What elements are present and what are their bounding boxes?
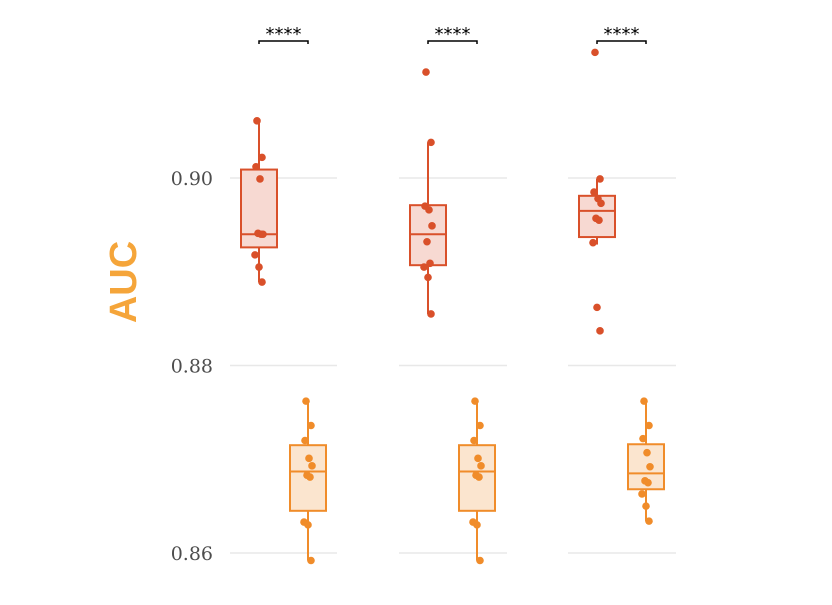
data-point: [256, 175, 264, 183]
box-group-2-a: [409, 68, 447, 318]
data-point: [474, 454, 482, 463]
significance-label: ****: [604, 24, 640, 45]
data-point: [306, 473, 314, 481]
data-point: [595, 216, 603, 224]
data-point: [428, 222, 436, 230]
data-point: [420, 263, 428, 271]
significance-bracket-1: ****: [258, 24, 309, 45]
bracket-line: [596, 40, 647, 44]
box-group-3-a: [578, 48, 616, 335]
significance-label: ****: [435, 24, 471, 45]
data-point: [473, 521, 481, 529]
y-tick-labels: 0.86 0.88 0.90: [171, 168, 213, 565]
data-point: [255, 263, 263, 271]
data-point: [251, 251, 259, 259]
data-point: [424, 273, 432, 282]
data-point: [597, 199, 605, 208]
data-point: [644, 478, 652, 487]
data-point: [253, 117, 261, 125]
data-point: [304, 521, 312, 529]
bracket-line: [258, 40, 309, 44]
data-point: [470, 436, 478, 445]
data-point: [590, 188, 598, 196]
significance-bracket-3: ****: [596, 24, 647, 45]
data-point: [643, 448, 651, 457]
data-point: [645, 517, 653, 525]
data-point: [258, 278, 266, 286]
bracket-line: [427, 40, 478, 44]
data-point: [252, 162, 260, 171]
box-group-2-b: [458, 397, 496, 565]
data-point: [640, 397, 648, 405]
data-point: [596, 175, 604, 183]
data-point: [475, 473, 483, 481]
data-point: [427, 138, 435, 147]
significance-label: ****: [266, 24, 302, 45]
data-point: [476, 556, 484, 565]
data-point: [645, 421, 653, 430]
significance-layer: **** **** ****: [258, 24, 647, 45]
data-point: [258, 153, 266, 162]
data-point: [257, 230, 265, 239]
data-point: [308, 462, 316, 470]
significance-bracket-2: ****: [427, 24, 478, 45]
data-point: [427, 310, 435, 318]
data-point: [425, 206, 433, 214]
data-point: [422, 68, 430, 76]
data-point: [646, 462, 654, 471]
data-point: [307, 556, 315, 565]
data-point: [471, 397, 479, 405]
box-group-1-b: [289, 397, 327, 565]
data-point: [426, 259, 434, 268]
box-group-3-b: [627, 397, 665, 525]
data-point: [639, 434, 647, 443]
y-axis-label: AUC: [103, 241, 145, 323]
data-point: [593, 303, 601, 312]
box-group-1-a: [240, 117, 278, 286]
boxes-layer: [240, 48, 665, 565]
data-point: [591, 48, 599, 57]
data-point: [302, 397, 310, 405]
data-point: [589, 238, 597, 247]
y-tick-label: 0.86: [171, 543, 213, 565]
data-point: [423, 237, 431, 246]
y-tick-label: 0.90: [171, 168, 213, 190]
data-point: [305, 454, 313, 463]
data-point: [301, 436, 309, 445]
y-tick-label: 0.88: [171, 356, 213, 378]
data-point: [596, 327, 604, 335]
data-point: [477, 462, 485, 470]
data-point: [307, 421, 315, 430]
data-point: [642, 502, 650, 510]
data-point: [476, 421, 484, 430]
data-point: [638, 490, 646, 498]
